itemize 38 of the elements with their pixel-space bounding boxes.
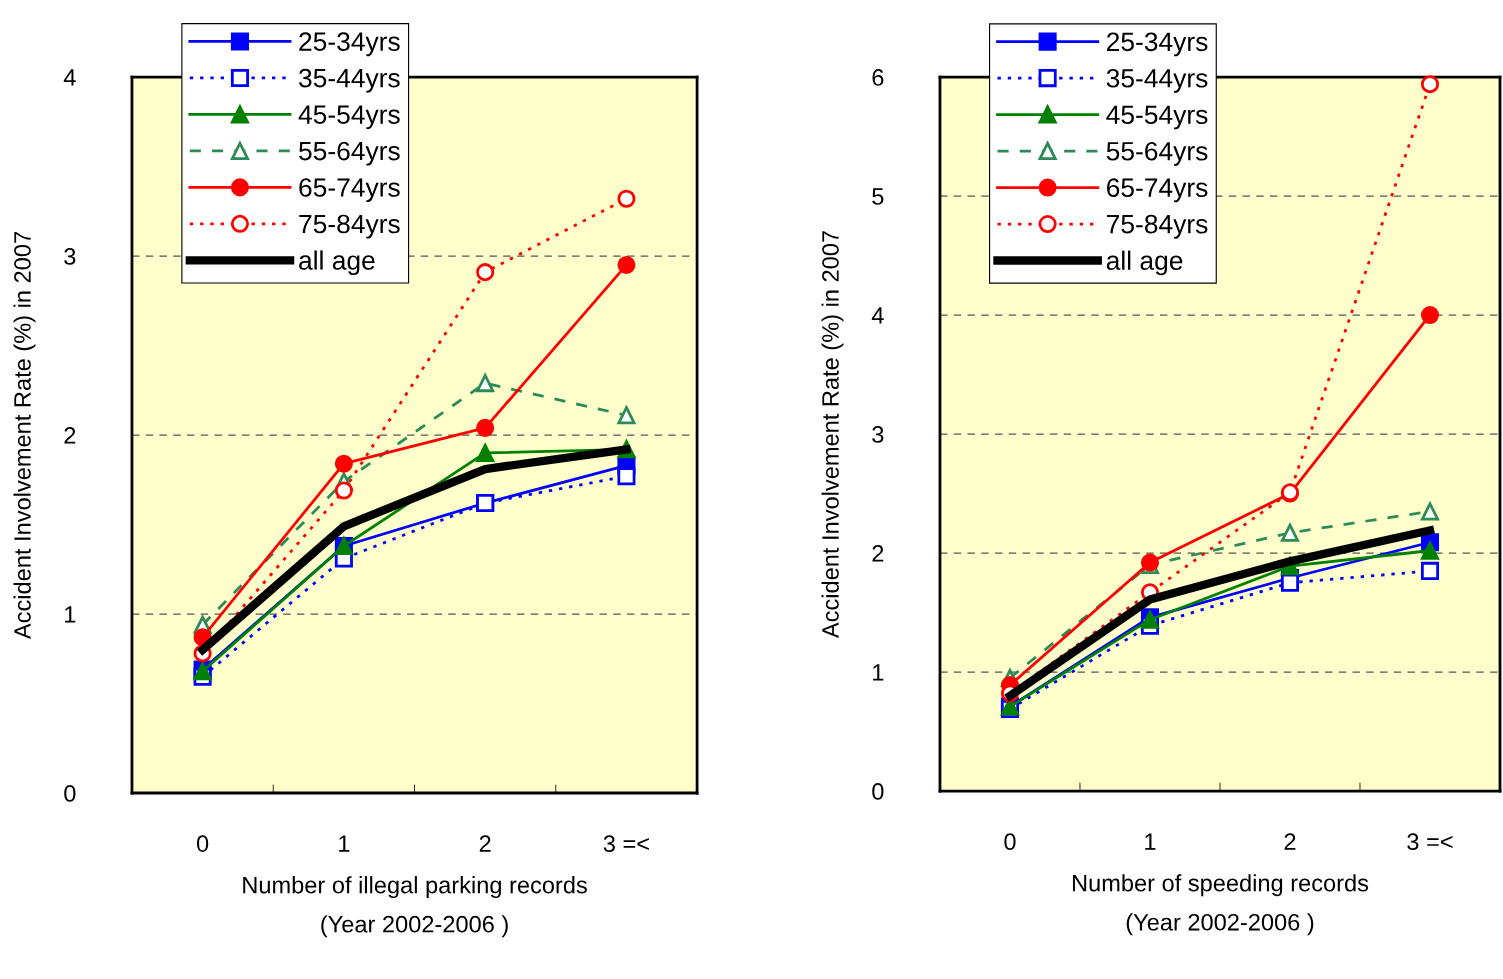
x-axis-title: Number of speeding records (Year 2002-2006 ) [1072, 874, 1369, 936]
legend-label: 25-34yrs [1107, 32, 1208, 57]
y-tick-label: 1 [65, 606, 76, 623]
legend-label: 55-64yrs [299, 141, 400, 166]
y-tick-label: 6 [872, 69, 884, 86]
x-tick-label: 1 [1145, 833, 1156, 850]
y-tick-label: 0 [64, 785, 76, 802]
y-tick-label: 1 [873, 664, 884, 681]
x-tick-label: 2 [479, 835, 491, 852]
legend-label: 75-84yrs [1107, 214, 1208, 239]
y-tick-label: 3 [872, 426, 884, 443]
legend-label: 45-54yrs [298, 105, 400, 130]
y-axis-title: Accident Involvement Rate (%) in 2007 [821, 231, 844, 639]
y-tick-label: 5 [872, 188, 884, 205]
x-tick-label: 0 [1004, 833, 1016, 851]
x-tick-label: 2 [1284, 833, 1296, 850]
y-axis-title: Accident Involvement Rate (%) in 2007 [13, 232, 36, 640]
y-tick-label: 4 [63, 69, 76, 86]
legend-label: all age [1106, 250, 1183, 276]
legend-label: all age [299, 250, 375, 276]
x-tick-label: 1 [339, 835, 350, 852]
legend-label: 65-74yrs [299, 178, 400, 203]
x-tick-label: 3 =< [1407, 833, 1453, 851]
legend-label: 65-74yrs [1107, 178, 1208, 203]
legend-label: 35-44yrs [1106, 68, 1208, 93]
x-tick-label: 3 =< [603, 835, 649, 852]
y-tick-label: 3 [64, 248, 76, 265]
legend-label: 35-44yrs [299, 68, 400, 93]
x-axis-title: Number of illegal parking records (Year 2002-2006 ) [243, 876, 587, 938]
legend-label: 75-84yrs [299, 214, 400, 239]
y-tick-label: 2 [872, 545, 884, 562]
y-tick-label: 0 [872, 783, 884, 800]
legend-label: 55-64yrs [1106, 141, 1208, 166]
y-tick-label: 2 [64, 427, 76, 444]
y-tick-label: 4 [871, 307, 884, 324]
legend-label: 45-54yrs [1106, 105, 1208, 130]
legend-label: 25-34yrs [299, 32, 400, 57]
x-tick-label: 0 [196, 835, 209, 852]
